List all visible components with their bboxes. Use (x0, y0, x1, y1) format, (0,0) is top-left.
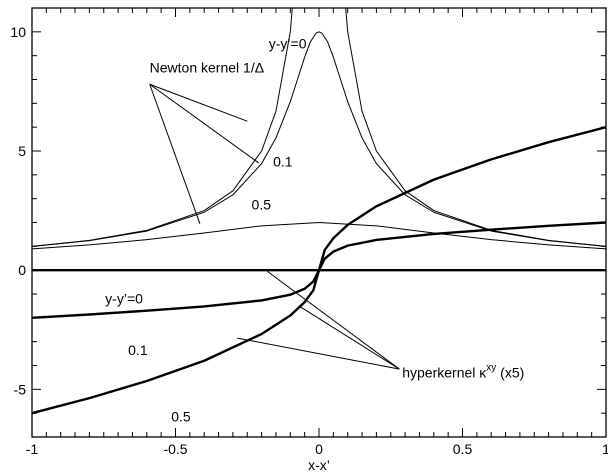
x-tick-label: 0 (315, 441, 323, 457)
hyper-title-sup: xy (486, 362, 496, 373)
hyper-title-main: hyperkernel κ (402, 364, 487, 380)
x-tick-label: 0.5 (453, 441, 473, 457)
annotation-leaders (149, 83, 400, 370)
leader-line (237, 337, 400, 370)
x-tick-label: -0.5 (163, 441, 187, 457)
plot-frame (31, 7, 607, 438)
x-tick-label: 1 (602, 441, 608, 457)
annotation-hyper-label-01: 0.1 (128, 342, 148, 358)
y-tick-label: 10 (10, 24, 26, 40)
hyper-title-tail: (x5) (496, 364, 524, 380)
newton-curve-0p5 (32, 222, 606, 250)
annotation-newton-label-05: 0.5 (252, 196, 272, 212)
leader-line (298, 305, 400, 370)
series-group (32, 8, 606, 415)
annotation-newton-title: Newton kernel 1/Δ (150, 59, 264, 75)
y-tick-label: 5 (18, 143, 26, 159)
newton-curve-0 (32, 8, 606, 247)
newton-curve-0p1 (32, 31, 606, 247)
annotation-hyper-label-05: 0.5 (171, 409, 191, 425)
annotation-hyper-label-0: y-y’=0 (105, 291, 143, 307)
hyperkernel-curve-0p5 (32, 126, 606, 415)
leader-line (149, 84, 201, 224)
annotations: Newton kernel 1/Δ y-y’=0 0.1 0.5 hyperkernel… (105, 36, 524, 425)
leader-line (149, 83, 260, 164)
annotation-newton-label-01: 0.1 (273, 153, 293, 169)
leader-line (267, 270, 400, 370)
annotation-hyper-title: hyperkernel κxy (x5) (402, 362, 524, 380)
y-tick-label: 0 (18, 262, 26, 278)
x-tick-label: -1 (26, 441, 39, 457)
annotation-newton-label-0: y-y’=0 (269, 36, 307, 52)
leader-line (149, 83, 248, 122)
y-tick-label: -5 (14, 381, 27, 397)
axes: -1 -0.5 0 0.5 1 -5 0 5 10 (10, 7, 608, 457)
x-axis-title: x-x’ (308, 457, 330, 473)
